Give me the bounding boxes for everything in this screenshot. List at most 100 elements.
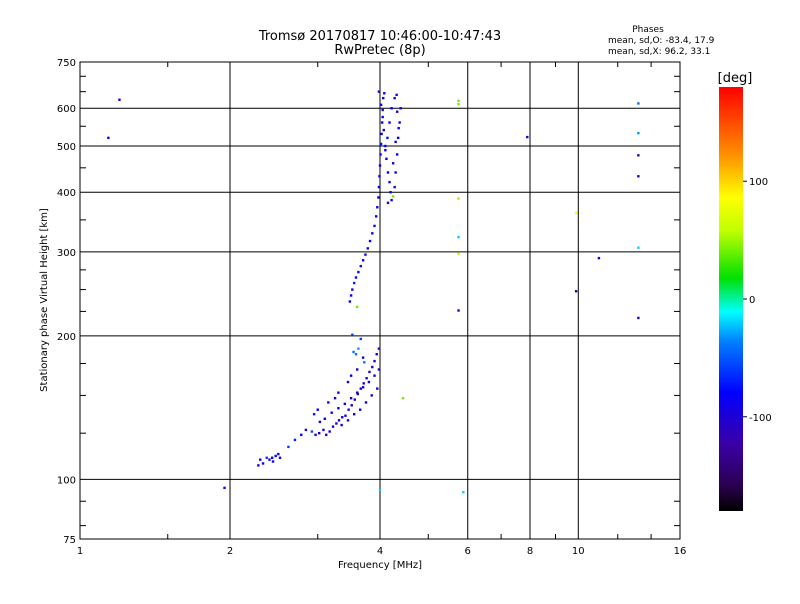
data-point [398, 121, 401, 124]
data-point [379, 153, 382, 156]
data-point [388, 121, 391, 124]
data-point [597, 256, 601, 260]
data-point [381, 108, 384, 112]
data-point [325, 433, 328, 437]
data-point [371, 365, 374, 369]
data-point [355, 305, 359, 309]
data-point [346, 380, 350, 384]
y-tick-label: 500 [57, 142, 76, 153]
data-point [357, 347, 360, 350]
data-point [457, 309, 460, 312]
data-point [373, 224, 376, 228]
data-point [337, 419, 341, 422]
data-point [377, 90, 381, 93]
data-point [362, 382, 365, 385]
data-point [395, 153, 399, 156]
data-point [328, 430, 331, 433]
data-point [382, 128, 385, 132]
data-point [346, 419, 350, 422]
data-point [261, 462, 265, 465]
chart-subtitle: RwPretec (8p) [334, 43, 425, 58]
colorbar: [deg] 100 0 -100 [718, 71, 772, 511]
axis-ticks: 1 2 4 6 8 10 16 75 100 200 300 400 500 600 750 [57, 58, 686, 557]
data-point [399, 107, 402, 110]
y-tick-label: 400 [57, 188, 76, 199]
data-point [316, 408, 319, 411]
data-point [637, 246, 640, 249]
data-point [397, 126, 400, 130]
grid [80, 62, 680, 539]
data-point [337, 391, 340, 394]
data-point [378, 175, 381, 178]
data-point [395, 93, 398, 97]
data-point [265, 456, 268, 459]
colorbar-tick-label: 0 [749, 295, 755, 306]
data-point [637, 316, 640, 320]
data-point [637, 175, 640, 178]
data-point [327, 401, 330, 404]
data-point [355, 368, 359, 371]
data-point [277, 452, 280, 456]
data-point [396, 136, 400, 140]
x-tick-label: 16 [674, 546, 687, 557]
data-point [574, 290, 578, 293]
x-tick-label: 8 [527, 546, 533, 557]
data-point [341, 416, 344, 419]
data-point [462, 491, 465, 494]
data-point [361, 356, 365, 359]
data-point [395, 110, 399, 113]
data-point [574, 211, 578, 215]
colorbar-tick-label: -100 [749, 413, 772, 424]
data-point [107, 136, 110, 140]
data-point [389, 191, 392, 194]
y-axis-label: Stationary phase Virtual Height [km] [39, 208, 50, 392]
data-point [352, 281, 356, 285]
data-point [457, 197, 460, 200]
data-point [352, 412, 356, 416]
data-point [364, 253, 367, 256]
data-point [312, 412, 316, 416]
data-point [378, 164, 382, 167]
data-point [383, 92, 386, 95]
data-point [380, 121, 384, 124]
data-point [364, 401, 368, 404]
data-point [353, 398, 356, 401]
x-tick-label: 1 [77, 546, 83, 557]
data-point [274, 454, 277, 458]
data-point [377, 347, 381, 350]
data-point [391, 195, 395, 198]
data-point [257, 464, 260, 467]
y-tick-label: 75 [63, 535, 76, 546]
data-point [368, 370, 371, 374]
data-point [367, 380, 371, 384]
colorbar-tick-label: 100 [749, 177, 768, 188]
data-point [271, 460, 275, 463]
data-point [379, 103, 383, 107]
data-point [304, 428, 308, 432]
data-point [377, 368, 381, 371]
phases-heading: Phases [632, 25, 664, 35]
data-point [270, 456, 274, 459]
data-points [107, 90, 640, 494]
data-point [278, 456, 282, 459]
data-point [223, 486, 226, 490]
data-point [350, 404, 353, 407]
data-point [368, 239, 372, 243]
x-tick-label: 6 [465, 546, 471, 557]
data-point [355, 391, 359, 394]
data-point [378, 488, 382, 492]
data-point [385, 157, 388, 161]
data-point [637, 154, 640, 157]
data-point [371, 232, 374, 235]
data-point [314, 433, 317, 437]
data-point [359, 337, 362, 341]
data-point [354, 353, 358, 356]
data-point [376, 387, 379, 390]
x-tick-label: 2 [227, 546, 233, 557]
data-point [323, 417, 327, 420]
data-point [373, 374, 376, 377]
data-point [388, 180, 391, 184]
data-point [457, 235, 460, 239]
data-point [357, 270, 360, 274]
